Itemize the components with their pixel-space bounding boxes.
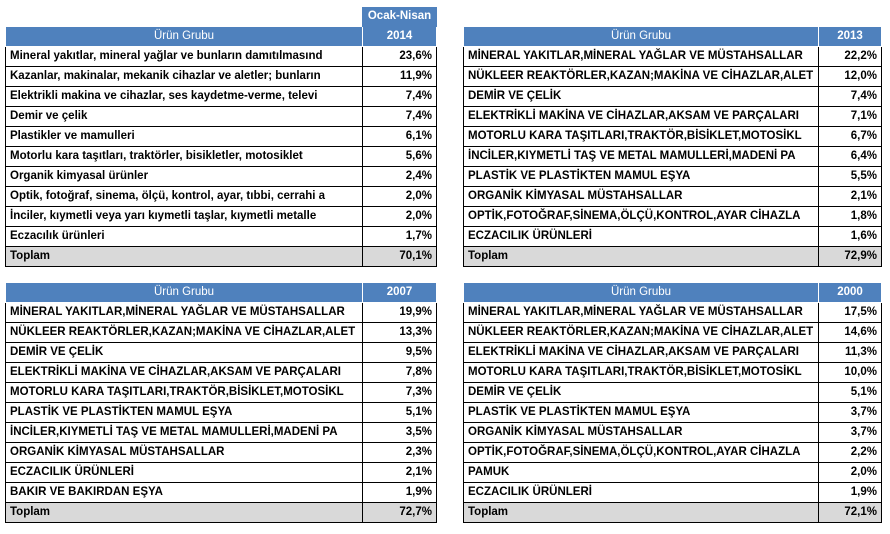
row-value: 12,0%: [818, 67, 882, 87]
row-label: ORGANİK KİMYASAL MÜSTAHSALLAR: [5, 443, 362, 463]
total-value: 70,1%: [362, 247, 437, 267]
row-label: ELEKTRİKLİ MAKİNA VE CİHAZLAR,AKSAM VE P…: [5, 363, 362, 383]
total-label: Toplam: [5, 503, 362, 523]
row-label: İNCİLER,KIYMETLİ TAŞ VE METAL MAMULLERİ,…: [463, 147, 818, 167]
total-label: Toplam: [5, 247, 362, 267]
row-label: Optik, fotoğraf, sinema, ölçü, kontrol, …: [5, 187, 362, 207]
total-value: 72,1%: [818, 503, 882, 523]
row-value: 7,3%: [362, 383, 437, 403]
row-label: ORGANİK KİMYASAL MÜSTAHSALLAR: [463, 423, 818, 443]
row-value: 5,6%: [362, 147, 437, 167]
row-value: 2,4%: [362, 167, 437, 187]
row-value: 6,7%: [818, 127, 882, 147]
row-label: MOTORLU KARA TAŞITLARI,TRAKTÖR,BİSİKLET,…: [463, 127, 818, 147]
row-label: ECZACILIK ÜRÜNLERİ: [463, 227, 818, 247]
row-label: OPTİK,FOTOĞRAF,SİNEMA,ÖLÇÜ,KONTROL,AYAR …: [463, 443, 818, 463]
row-label: MİNERAL YAKITLAR,MİNERAL YAĞLAR VE MÜSTA…: [463, 303, 818, 323]
row-label: PLASTİK VE PLASTİKTEN MAMUL EŞYA: [5, 403, 362, 423]
total-label: Toplam: [463, 247, 818, 267]
column-header: Ürün Grubu: [463, 27, 818, 47]
column-header: Ürün Grubu: [463, 283, 818, 303]
row-value: 2,0%: [818, 463, 882, 483]
row-label: İnciler, kıymetli veya yarı kıymetli taş…: [5, 207, 362, 227]
row-value: 2,0%: [362, 187, 437, 207]
row-value: 1,7%: [362, 227, 437, 247]
row-value: 7,4%: [362, 107, 437, 127]
column-header: 2014: [362, 27, 437, 47]
row-label: BAKIR VE BAKIRDAN EŞYA: [5, 483, 362, 503]
row-value: 11,3%: [818, 343, 882, 363]
row-value: 17,5%: [818, 303, 882, 323]
row-value: 13,3%: [362, 323, 437, 343]
total-value: 72,9%: [818, 247, 882, 267]
column-header: Ürün Grubu: [5, 27, 362, 47]
row-value: 5,5%: [818, 167, 882, 187]
row-label: NÜKLEER REAKTÖRLER,KAZAN;MAKİNA VE CİHAZ…: [5, 323, 362, 343]
row-value: 7,8%: [362, 363, 437, 383]
period-header: Ocak-Nisan: [362, 7, 437, 27]
row-label: Organik kimyasal ürünler: [5, 167, 362, 187]
row-value: 2,0%: [362, 207, 437, 227]
row-value: 23,6%: [362, 47, 437, 67]
row-value: 1,9%: [818, 483, 882, 503]
row-value: 10,0%: [818, 363, 882, 383]
row-label: Motorlu kara taşıtları, traktörler, bisi…: [5, 147, 362, 167]
row-label: ECZACILIK ÜRÜNLERİ: [463, 483, 818, 503]
total-label: Toplam: [463, 503, 818, 523]
row-value: 9,5%: [362, 343, 437, 363]
row-value: 11,9%: [362, 67, 437, 87]
row-label: Eczacılık ürünleri: [5, 227, 362, 247]
row-value: 19,9%: [362, 303, 437, 323]
row-label: DEMİR VE ÇELİK: [463, 87, 818, 107]
row-value: 5,1%: [818, 383, 882, 403]
column-header: 2000: [818, 283, 882, 303]
row-value: 2,3%: [362, 443, 437, 463]
row-value: 1,6%: [818, 227, 882, 247]
row-label: ELEKTRİKLİ MAKİNA VE CİHAZLAR,AKSAM VE P…: [463, 343, 818, 363]
row-label: ORGANİK KİMYASAL MÜSTAHSALLAR: [463, 187, 818, 207]
column-header: 2007: [362, 283, 437, 303]
row-label: MİNERAL YAKITLAR,MİNERAL YAĞLAR VE MÜSTA…: [5, 303, 362, 323]
row-value: 3,5%: [362, 423, 437, 443]
row-value: 1,9%: [362, 483, 437, 503]
row-label: NÜKLEER REAKTÖRLER,KAZAN;MAKİNA VE CİHAZ…: [463, 67, 818, 87]
row-value: 7,4%: [362, 87, 437, 107]
row-label: PLASTİK VE PLASTİKTEN MAMUL EŞYA: [463, 403, 818, 423]
row-label: OPTİK,FOTOĞRAF,SİNEMA,ÖLÇÜ,KONTROL,AYAR …: [463, 207, 818, 227]
row-value: 22,2%: [818, 47, 882, 67]
row-label: PAMUK: [463, 463, 818, 483]
row-value: 2,1%: [818, 187, 882, 207]
row-label: ECZACILIK ÜRÜNLERİ: [5, 463, 362, 483]
row-label: Demir ve çelik: [5, 107, 362, 127]
row-label: Kazanlar, makinalar, mekanik cihazlar ve…: [5, 67, 362, 87]
row-value: 6,4%: [818, 147, 882, 167]
column-header: Ürün Grubu: [5, 283, 362, 303]
row-value: 3,7%: [818, 423, 882, 443]
column-header: 2013: [818, 27, 882, 47]
total-value: 72,7%: [362, 503, 437, 523]
row-label: NÜKLEER REAKTÖRLER,KAZAN;MAKİNA VE CİHAZ…: [463, 323, 818, 343]
row-label: MOTORLU KARA TAŞITLARI,TRAKTÖR,BİSİKLET,…: [5, 383, 362, 403]
row-label: PLASTİK VE PLASTİKTEN MAMUL EŞYA: [463, 167, 818, 187]
row-label: DEMİR VE ÇELİK: [5, 343, 362, 363]
row-value: 5,1%: [362, 403, 437, 423]
row-label: MİNERAL YAKITLAR,MİNERAL YAĞLAR VE MÜSTA…: [463, 47, 818, 67]
row-value: 1,8%: [818, 207, 882, 227]
row-label: Elektrikli makina ve cihazlar, ses kayde…: [5, 87, 362, 107]
row-label: İNCİLER,KIYMETLİ TAŞ VE METAL MAMULLERİ,…: [5, 423, 362, 443]
row-label: ELEKTRİKLİ MAKİNA VE CİHAZLAR,AKSAM VE P…: [463, 107, 818, 127]
row-value: 2,1%: [362, 463, 437, 483]
row-label: MOTORLU KARA TAŞITLARI,TRAKTÖR,BİSİKLET,…: [463, 363, 818, 383]
row-value: 7,1%: [818, 107, 882, 127]
row-value: 2,2%: [818, 443, 882, 463]
row-value: 14,6%: [818, 323, 882, 343]
row-value: 6,1%: [362, 127, 437, 147]
row-label: Plastikler ve mamulleri: [5, 127, 362, 147]
row-label: DEMİR VE ÇELİK: [463, 383, 818, 403]
row-value: 3,7%: [818, 403, 882, 423]
row-value: 7,4%: [818, 87, 882, 107]
row-label: Mineral yakıtlar, mineral yağlar ve bunl…: [5, 47, 362, 67]
